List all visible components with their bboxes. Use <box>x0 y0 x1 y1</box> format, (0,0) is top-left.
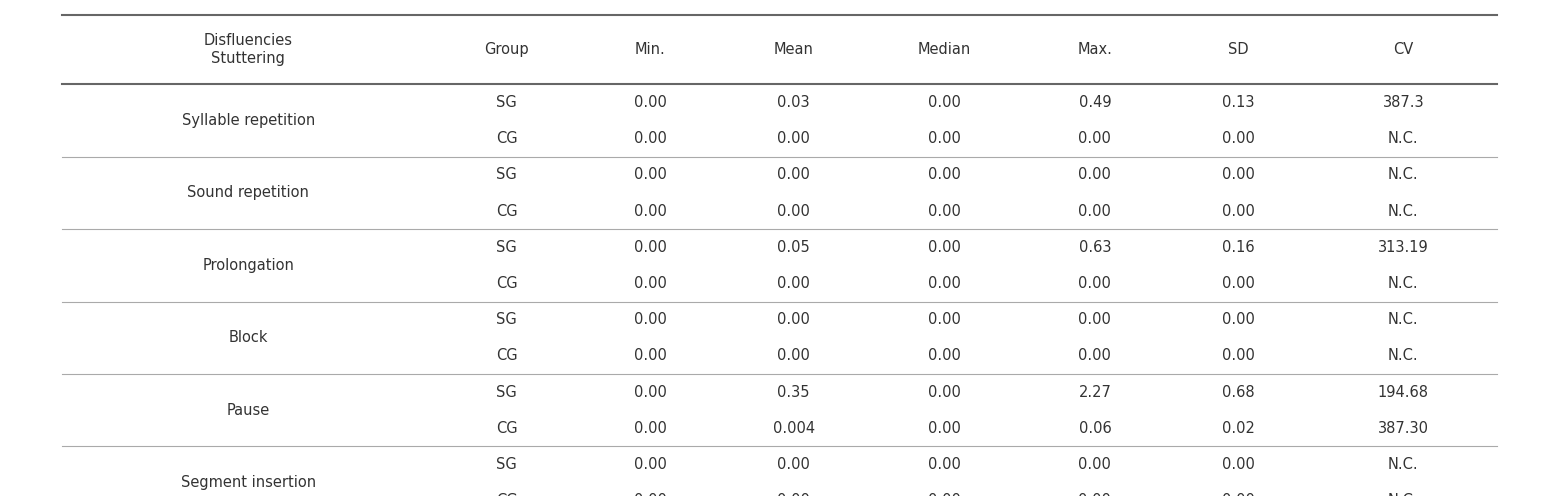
Text: Segment insertion: Segment insertion <box>181 475 316 490</box>
Text: 0.00: 0.00 <box>1222 312 1254 327</box>
Text: CV: CV <box>1393 42 1413 57</box>
Text: 0.68: 0.68 <box>1222 384 1254 400</box>
Text: 0.00: 0.00 <box>778 276 810 291</box>
Text: 0.00: 0.00 <box>1222 348 1254 364</box>
Text: 0.00: 0.00 <box>778 457 810 472</box>
Text: SG: SG <box>497 384 517 400</box>
Text: 0.00: 0.00 <box>778 348 810 364</box>
Text: 0.00: 0.00 <box>634 276 667 291</box>
Text: Mean: Mean <box>773 42 813 57</box>
Text: 387.3: 387.3 <box>1383 95 1424 110</box>
Text: 0.00: 0.00 <box>1222 167 1254 183</box>
Text: 0.00: 0.00 <box>927 240 961 255</box>
Text: CG: CG <box>495 421 517 436</box>
Text: SD: SD <box>1228 42 1248 57</box>
Text: 0.02: 0.02 <box>1222 421 1254 436</box>
Text: 0.63: 0.63 <box>1079 240 1111 255</box>
Text: Block: Block <box>228 330 268 345</box>
Text: Group: Group <box>485 42 529 57</box>
Text: N.C.: N.C. <box>1389 457 1418 472</box>
Text: Sound repetition: Sound repetition <box>187 186 309 200</box>
Text: 0.00: 0.00 <box>1222 131 1254 146</box>
Text: 0.16: 0.16 <box>1222 240 1254 255</box>
Text: 313.19: 313.19 <box>1378 240 1429 255</box>
Text: N.C.: N.C. <box>1389 348 1418 364</box>
Text: 0.00: 0.00 <box>927 348 961 364</box>
Text: 0.00: 0.00 <box>1079 276 1111 291</box>
Text: 0.00: 0.00 <box>1079 348 1111 364</box>
Text: Syllable repetition: Syllable repetition <box>182 113 315 128</box>
Text: 0.00: 0.00 <box>927 312 961 327</box>
Text: N.C.: N.C. <box>1389 276 1418 291</box>
Text: SG: SG <box>497 457 517 472</box>
Text: SG: SG <box>497 312 517 327</box>
Text: CG: CG <box>495 276 517 291</box>
Text: Disfluencies
Stuttering: Disfluencies Stuttering <box>204 33 293 66</box>
Text: 0.06: 0.06 <box>1079 421 1111 436</box>
Text: 0.00: 0.00 <box>1079 203 1111 219</box>
Text: 0.004: 0.004 <box>773 421 815 436</box>
Text: 0.00: 0.00 <box>778 312 810 327</box>
Text: Max.: Max. <box>1077 42 1113 57</box>
Text: 0.00: 0.00 <box>634 203 667 219</box>
Text: 0.00: 0.00 <box>634 312 667 327</box>
Text: 0.00: 0.00 <box>634 167 667 183</box>
Text: 0.13: 0.13 <box>1222 95 1254 110</box>
Text: 0.00: 0.00 <box>1222 457 1254 472</box>
Text: 0.00: 0.00 <box>634 421 667 436</box>
Text: N.C.: N.C. <box>1389 203 1418 219</box>
Text: 0.00: 0.00 <box>927 276 961 291</box>
Text: 0.00: 0.00 <box>634 457 667 472</box>
Text: CG: CG <box>495 493 517 496</box>
Text: 0.35: 0.35 <box>778 384 810 400</box>
Text: 0.00: 0.00 <box>1222 493 1254 496</box>
Text: 0.05: 0.05 <box>778 240 810 255</box>
Text: 0.00: 0.00 <box>634 240 667 255</box>
Text: CG: CG <box>495 348 517 364</box>
Text: 0.00: 0.00 <box>634 348 667 364</box>
Text: 0.00: 0.00 <box>634 131 667 146</box>
Text: N.C.: N.C. <box>1389 493 1418 496</box>
Text: 0.00: 0.00 <box>1079 312 1111 327</box>
Text: Min.: Min. <box>634 42 665 57</box>
Text: 0.00: 0.00 <box>634 493 667 496</box>
Text: 2.27: 2.27 <box>1079 384 1111 400</box>
Text: 0.00: 0.00 <box>927 95 961 110</box>
Text: 0.00: 0.00 <box>927 384 961 400</box>
Text: 0.00: 0.00 <box>778 167 810 183</box>
Text: N.C.: N.C. <box>1389 131 1418 146</box>
Text: 0.00: 0.00 <box>778 203 810 219</box>
Text: 0.00: 0.00 <box>1222 203 1254 219</box>
Text: 0.00: 0.00 <box>927 457 961 472</box>
Text: Prolongation: Prolongation <box>202 258 295 273</box>
Text: 0.00: 0.00 <box>927 131 961 146</box>
Text: Pause: Pause <box>227 403 270 418</box>
Text: SG: SG <box>497 95 517 110</box>
Text: 387.30: 387.30 <box>1378 421 1429 436</box>
Text: 0.00: 0.00 <box>1079 457 1111 472</box>
Text: 0.00: 0.00 <box>778 493 810 496</box>
Text: 0.00: 0.00 <box>634 95 667 110</box>
Text: Median: Median <box>918 42 971 57</box>
Text: 194.68: 194.68 <box>1378 384 1429 400</box>
Text: 0.00: 0.00 <box>927 167 961 183</box>
Text: CG: CG <box>495 203 517 219</box>
Text: 0.00: 0.00 <box>1222 276 1254 291</box>
Text: 0.00: 0.00 <box>778 131 810 146</box>
Text: 0.03: 0.03 <box>778 95 810 110</box>
Text: 0.00: 0.00 <box>1079 131 1111 146</box>
Text: CG: CG <box>495 131 517 146</box>
Text: 0.49: 0.49 <box>1079 95 1111 110</box>
Text: 0.00: 0.00 <box>634 384 667 400</box>
Text: 0.00: 0.00 <box>927 421 961 436</box>
Text: N.C.: N.C. <box>1389 312 1418 327</box>
Text: SG: SG <box>497 167 517 183</box>
Text: 0.00: 0.00 <box>927 203 961 219</box>
Text: N.C.: N.C. <box>1389 167 1418 183</box>
Text: SG: SG <box>497 240 517 255</box>
Text: 0.00: 0.00 <box>1079 493 1111 496</box>
Text: 0.00: 0.00 <box>927 493 961 496</box>
Text: 0.00: 0.00 <box>1079 167 1111 183</box>
